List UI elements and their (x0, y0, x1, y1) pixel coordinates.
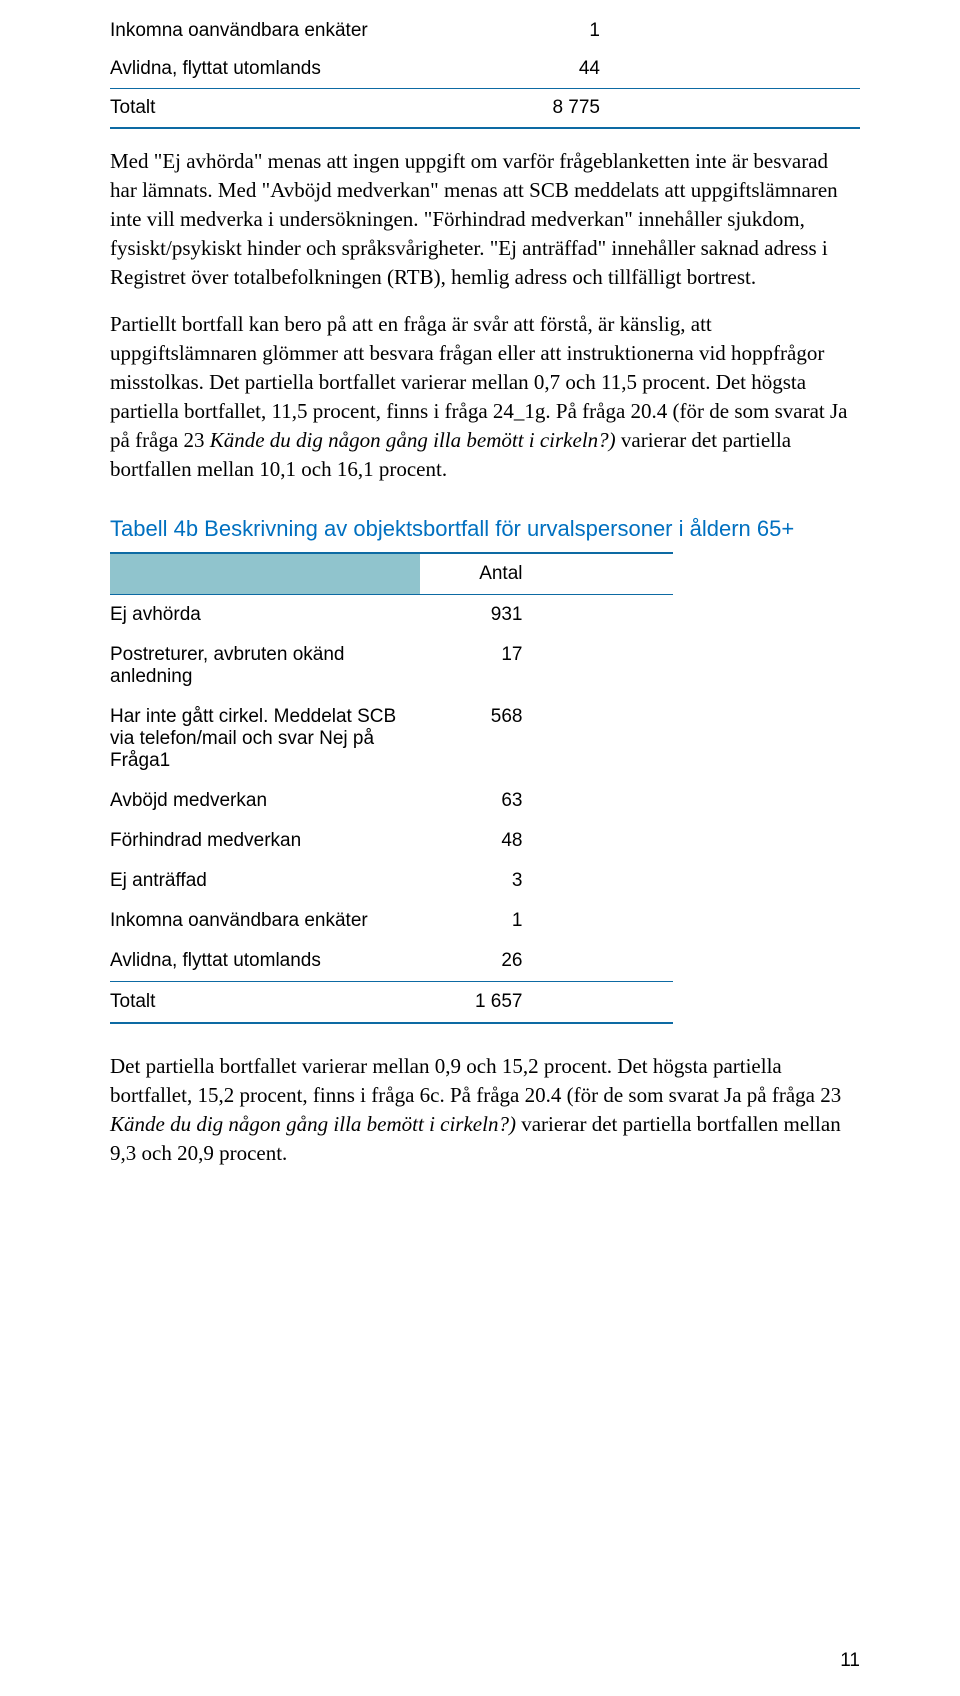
cell-value: 8 775 (545, 89, 860, 129)
table-row: Ej avhörda 931 (110, 594, 673, 635)
para3-italic: Kände du dig någon gång illa bemött i ci… (110, 1112, 516, 1136)
cell-label: Totalt (110, 89, 545, 129)
table-header-row: Antal (110, 553, 673, 595)
para2-italic: Kände du dig någon gång illa bemött i ci… (210, 428, 616, 452)
table-row: Inkomna oanvändbara enkäter 1 (110, 12, 860, 50)
cell-label: Har inte gått cirkel. Meddelat SCB via t… (110, 697, 420, 781)
paragraph-partial-dropout-1: Partiellt bortfall kan bero på att en fr… (110, 310, 860, 484)
table-row: Avlidna, flyttat utomlands 44 (110, 50, 860, 89)
cell-label: Ej avhörda (110, 594, 420, 635)
cell-value: 1 (545, 12, 860, 50)
table-row: Förhindrad medverkan 48 (110, 821, 673, 861)
page-number: 11 (840, 1650, 860, 1672)
paragraph-explain-codes: Med "Ej avhörda" menas att ingen uppgift… (110, 147, 860, 292)
cell-value: 26 (420, 941, 673, 982)
table-total-row: Totalt 8 775 (110, 89, 860, 129)
cell-value: 1 657 (420, 981, 673, 1023)
document-page: Inkomna oanvändbara enkäter 1 Avlidna, f… (0, 0, 960, 1696)
table-row: Inkomna oanvändbara enkäter 1 (110, 901, 673, 941)
cell-label: Förhindrad medverkan (110, 821, 420, 861)
cell-value: 3 (420, 861, 673, 901)
cell-label: Avlidna, flyttat utomlands (110, 50, 545, 89)
cell-label: Inkomna oanvändbara enkäter (110, 901, 420, 941)
cell-label: Avböjd medverkan (110, 781, 420, 821)
table-row: Avlidna, flyttat utomlands 26 (110, 941, 673, 982)
cell-value: 48 (420, 821, 673, 861)
cell-label: Inkomna oanvändbara enkäter (110, 12, 545, 50)
para3-part-a: Det partiella bortfallet varierar mellan… (110, 1054, 841, 1107)
cell-value: 17 (420, 635, 673, 697)
cell-value: 44 (545, 50, 860, 89)
table-row: Postreturer, avbruten okänd anledning 17 (110, 635, 673, 697)
cell-value: 63 (420, 781, 673, 821)
cell-label: Postreturer, avbruten okänd anledning (110, 635, 420, 697)
cell-label: Totalt (110, 981, 420, 1023)
cell-label: Ej anträffad (110, 861, 420, 901)
table4b-title: Tabell 4b Beskrivning av objektsbortfall… (110, 516, 860, 542)
paragraph-partial-dropout-2: Det partiella bortfallet varierar mellan… (110, 1052, 860, 1168)
table-row: Ej anträffad 3 (110, 861, 673, 901)
cell-value: 931 (420, 594, 673, 635)
table-header-shaded (110, 553, 420, 595)
table-top-fragment: Inkomna oanvändbara enkäter 1 Avlidna, f… (110, 12, 860, 129)
table-header-antal: Antal (420, 553, 673, 595)
table-total-row: Totalt 1 657 (110, 981, 673, 1023)
cell-value: 568 (420, 697, 673, 781)
table-row: Har inte gått cirkel. Meddelat SCB via t… (110, 697, 673, 781)
table-4b: Antal Ej avhörda 931 Postreturer, avbrut… (110, 552, 673, 1024)
table-row: Avböjd medverkan 63 (110, 781, 673, 821)
cell-label: Avlidna, flyttat utomlands (110, 941, 420, 982)
cell-value: 1 (420, 901, 673, 941)
